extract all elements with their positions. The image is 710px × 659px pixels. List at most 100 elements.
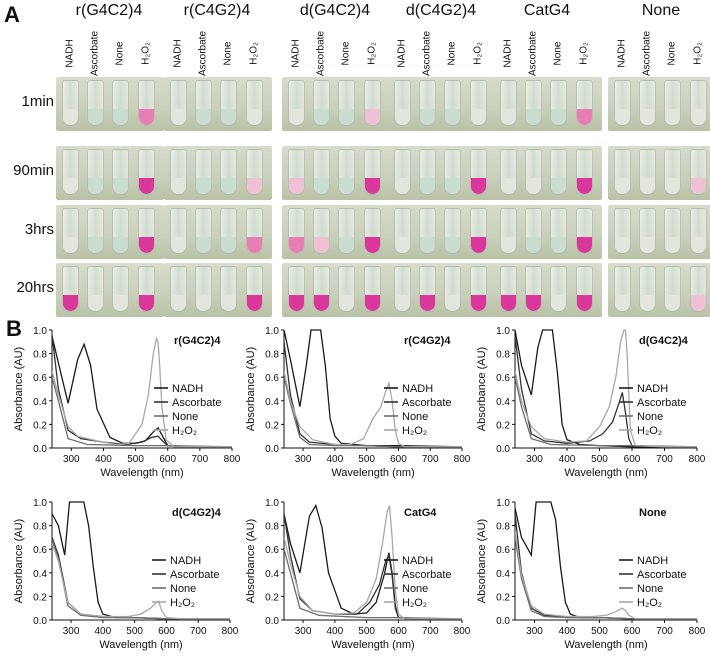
tube-liquid [691, 295, 706, 311]
spectrum-line-ascorbate [284, 341, 462, 448]
legend-label: Ascorbate [172, 397, 222, 409]
tube-liquid [640, 295, 655, 311]
tube [500, 149, 517, 195]
tube [419, 266, 436, 312]
condition-label-text: H₂O₂ [366, 42, 378, 65]
spectrum-line-h2o2 [284, 505, 462, 620]
group-title: d(C4G2)4 [405, 2, 477, 19]
tube-liquid [665, 295, 680, 311]
y-tick-label: 1.0 [33, 498, 47, 509]
tube-liquid [420, 109, 435, 125]
tube [394, 208, 411, 254]
y-tick-label: 0.6 [496, 373, 510, 384]
tube [170, 149, 187, 195]
y-tick-label: 0.4 [33, 569, 47, 580]
tube [394, 80, 411, 126]
tube [313, 208, 330, 254]
condition-label: NADH [394, 30, 410, 82]
tube [112, 266, 129, 312]
tube [246, 149, 263, 195]
tube-liquid [365, 237, 380, 253]
tube [195, 208, 212, 254]
tube [338, 266, 355, 312]
condition-label-text: None [222, 41, 234, 66]
tube [364, 80, 381, 126]
x-tick-label: 700 [656, 454, 673, 465]
tube-liquid [113, 295, 128, 311]
condition-label: H₂O₂ [576, 30, 592, 82]
tube-photo [56, 146, 164, 200]
condition-label-text: H₂O₂ [692, 42, 704, 65]
x-tick-label: 600 [390, 626, 407, 637]
y-tick-label: 0.0 [33, 444, 47, 455]
spectrum-line-h2o2 [284, 371, 462, 448]
y-axis-label: Absorbance (AU) [13, 519, 25, 603]
tube [576, 266, 593, 312]
y-tick-label: 0.6 [265, 373, 279, 384]
group-title: r(G4C2)4 [75, 2, 143, 19]
condition-label: H₂O₂ [138, 30, 154, 82]
tube-liquid [420, 178, 435, 194]
tube [419, 80, 436, 126]
condition-label: H₂O₂ [364, 30, 380, 82]
tube [112, 208, 129, 254]
tube [195, 149, 212, 195]
tube-liquid [247, 237, 262, 253]
condition-label: NADH [500, 30, 516, 82]
tube-photo [608, 205, 710, 259]
spectrum-line-h2o2 [515, 329, 697, 448]
tube-liquid [501, 178, 516, 194]
condition-label: Ascorbate [195, 30, 211, 82]
y-tick-label: 0.8 [496, 350, 510, 361]
tube-liquid [501, 237, 516, 253]
y-tick-label: 0.6 [265, 545, 279, 556]
tube [690, 208, 707, 254]
legend-label: Ascorbate [402, 397, 452, 409]
x-tick-label: 300 [526, 454, 543, 465]
tube-liquid [395, 178, 410, 194]
spectrum-line-none [52, 539, 230, 620]
y-tick-label: 0.8 [33, 350, 47, 361]
tube [62, 80, 79, 126]
tube [500, 266, 517, 312]
tube-liquid [691, 109, 706, 125]
chart-title: r(C4G2)4 [404, 335, 451, 347]
timepoint-label: 20hrs [16, 279, 54, 296]
tube [639, 266, 656, 312]
spectrum-line-nadh [515, 329, 697, 448]
tube-liquid [289, 178, 304, 194]
tube [500, 80, 517, 126]
tube [690, 266, 707, 312]
tube [62, 208, 79, 254]
condition-label-text: H₂O₂ [140, 42, 152, 65]
condition-label: Ascorbate [419, 30, 435, 82]
tube-photo [388, 146, 496, 200]
x-tick-label: 500 [127, 454, 144, 465]
tube-liquid [289, 295, 304, 311]
tube [525, 149, 542, 195]
y-tick-label: 0.2 [496, 420, 510, 431]
chart-title: r(G4C2)4 [174, 335, 221, 347]
tube-photo [282, 263, 390, 317]
tube-liquid [247, 295, 262, 311]
tube-liquid [139, 295, 154, 311]
tube [394, 266, 411, 312]
condition-label: H₂O₂ [246, 30, 262, 82]
tube [639, 149, 656, 195]
tube [550, 149, 567, 195]
tube [690, 80, 707, 126]
legend-label: Ascorbate [637, 569, 687, 581]
legend-label: None [170, 583, 196, 595]
x-tick-label: 400 [327, 454, 344, 465]
x-tick-label: 400 [95, 454, 112, 465]
tube [195, 266, 212, 312]
tube-liquid [526, 178, 541, 194]
x-tick-label: 300 [526, 626, 543, 637]
tube-liquid [445, 178, 460, 194]
tube-photo [388, 205, 496, 259]
tube [87, 266, 104, 312]
y-axis-label: Absorbance (AU) [245, 519, 257, 603]
legend-label: None [637, 583, 663, 595]
tube-liquid [289, 237, 304, 253]
tube-liquid [339, 178, 354, 194]
